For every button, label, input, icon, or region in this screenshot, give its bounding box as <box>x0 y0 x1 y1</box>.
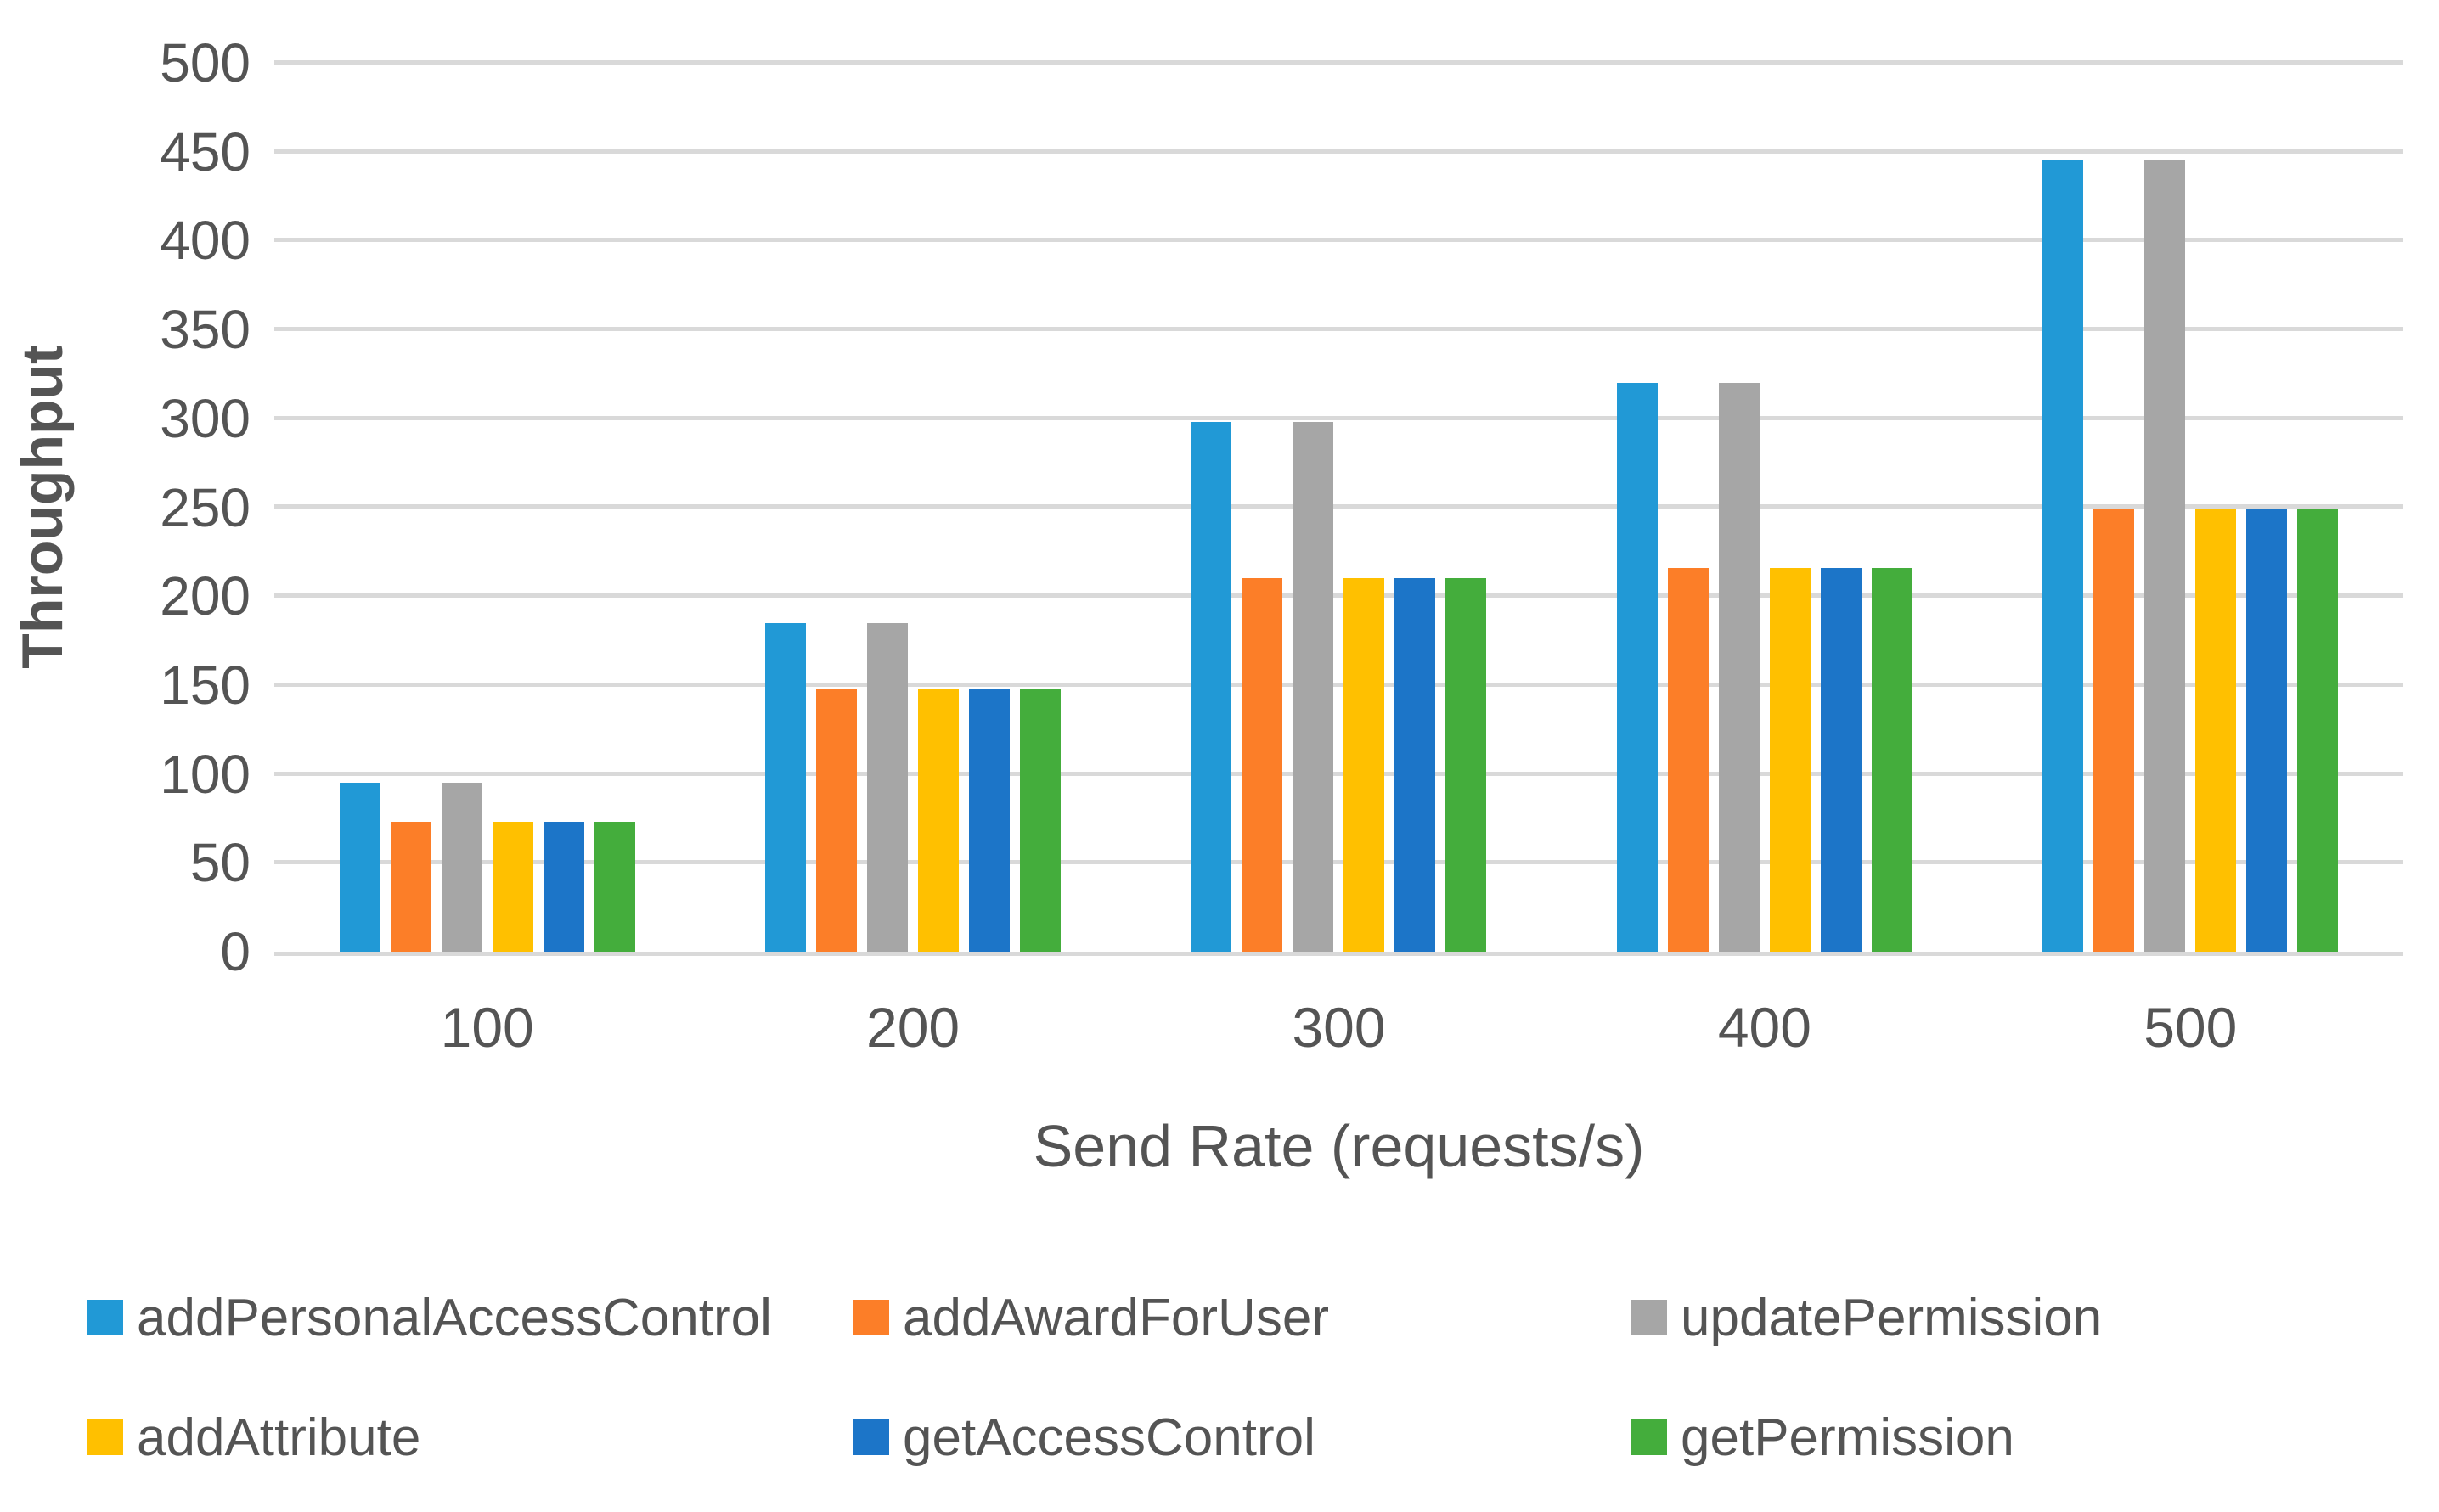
legend-marker-icon <box>853 1300 889 1335</box>
bar-addPersonalAccessControl-100 <box>339 783 380 952</box>
legend-label: updatePermission <box>1681 1288 2103 1347</box>
gridline-y-150 <box>274 683 2403 687</box>
bar-getAccessControl-300 <box>1394 578 1436 952</box>
x-tick-label-200: 200 <box>866 996 960 1059</box>
bar-addAwardForUser-500 <box>2093 509 2135 952</box>
bar-getPermission-200 <box>1020 689 1062 952</box>
x-tick-label-500: 500 <box>2143 996 2238 1059</box>
y-tick-label: 450 <box>160 121 251 183</box>
legend-entry-addPersonalAccessControl: addPersonalAccessControl <box>87 1279 772 1357</box>
gridline-y-450 <box>274 149 2403 154</box>
gridline-y-350 <box>274 327 2403 331</box>
bar-addAwardForUser-300 <box>1242 578 1283 952</box>
x-tick-label-400: 400 <box>1717 996 1811 1059</box>
bar-group-100 <box>274 63 700 952</box>
gridline-y-200 <box>274 593 2403 598</box>
bar-getAccessControl-200 <box>969 689 1011 952</box>
gridline-y-500 <box>274 60 2403 65</box>
legend-marker-icon <box>1631 1419 1667 1455</box>
bar-addAwardForUser-400 <box>1667 568 1709 952</box>
gridline-y-250 <box>274 504 2403 509</box>
y-tick-label: 100 <box>160 743 251 805</box>
plot-area <box>274 60 2403 956</box>
bar-getPermission-100 <box>594 822 635 952</box>
bar-group-400 <box>1552 63 1977 952</box>
gridline-y-400 <box>274 238 2403 242</box>
legend-marker-icon <box>87 1300 123 1335</box>
legend-entry-getPermission: getPermission <box>1631 1398 2014 1476</box>
bar-addPersonalAccessControl-200 <box>765 623 807 952</box>
y-tick-label: 50 <box>189 832 251 894</box>
legend-entry-addAwardForUser: addAwardForUser <box>853 1279 1329 1357</box>
legend-label: addAwardForUser <box>903 1288 1329 1347</box>
y-tick-label: 400 <box>160 210 251 272</box>
legend-marker-icon <box>87 1419 123 1455</box>
bar-addPersonalAccessControl-500 <box>2042 160 2084 952</box>
bar-updatePermission-500 <box>2144 160 2186 952</box>
gridline-y-50 <box>274 860 2403 864</box>
bar-addPersonalAccessControl-400 <box>1616 383 1658 952</box>
bar-updatePermission-100 <box>441 783 482 952</box>
bar-getAccessControl-500 <box>2246 509 2288 952</box>
bar-addAttribute-400 <box>1769 568 1811 952</box>
legend-entry-updatePermission: updatePermission <box>1631 1279 2102 1357</box>
legend-marker-icon <box>853 1419 889 1455</box>
bar-updatePermission-400 <box>1718 383 1760 952</box>
bar-getPermission-500 <box>2297 509 2339 952</box>
legend-label: addPersonalAccessControl <box>137 1288 772 1347</box>
bar-updatePermission-200 <box>867 623 909 952</box>
bar-group-500 <box>1978 63 2403 952</box>
y-tick-label: 0 <box>220 921 251 982</box>
legend-entry-addAttribute: addAttribute <box>87 1398 420 1476</box>
y-tick-label: 200 <box>160 565 251 627</box>
bar-getAccessControl-400 <box>1820 568 1862 952</box>
bar-addAwardForUser-200 <box>816 689 858 952</box>
bar-group-300 <box>1126 63 1552 952</box>
x-tick-label-100: 100 <box>440 996 534 1059</box>
gridline-y-100 <box>274 772 2403 776</box>
x-tick-label-300: 300 <box>1292 996 1386 1059</box>
bar-getAccessControl-100 <box>543 822 584 952</box>
bar-getPermission-400 <box>1871 568 1912 952</box>
bar-addPersonalAccessControl-300 <box>1191 422 1232 952</box>
bar-addAttribute-100 <box>492 822 533 952</box>
gridline-y-0 <box>274 952 2403 956</box>
x-axis-title: Send Rate (requests/s) <box>1033 1113 1645 1179</box>
gridline-y-300 <box>274 416 2403 420</box>
legend-label: addAttribute <box>137 1408 421 1467</box>
bar-addAwardForUser-100 <box>390 822 431 952</box>
bar-addAttribute-200 <box>918 689 960 952</box>
legend-label: getPermission <box>1681 1408 2014 1467</box>
bar-getPermission-300 <box>1445 578 1487 952</box>
legend-marker-icon <box>1631 1300 1667 1335</box>
y-tick-label: 300 <box>160 387 251 449</box>
y-tick-label: 350 <box>160 299 251 361</box>
bar-group-200 <box>700 63 1125 952</box>
legend-label: getAccessControl <box>903 1408 1315 1467</box>
bar-addAttribute-300 <box>1343 578 1385 952</box>
bar-updatePermission-300 <box>1293 422 1334 952</box>
y-tick-label: 500 <box>160 32 251 93</box>
y-tick-label: 150 <box>160 654 251 716</box>
legend-entry-getAccessControl: getAccessControl <box>853 1398 1315 1476</box>
bar-addAttribute-500 <box>2195 509 2237 952</box>
y-tick-label: 250 <box>160 476 251 538</box>
